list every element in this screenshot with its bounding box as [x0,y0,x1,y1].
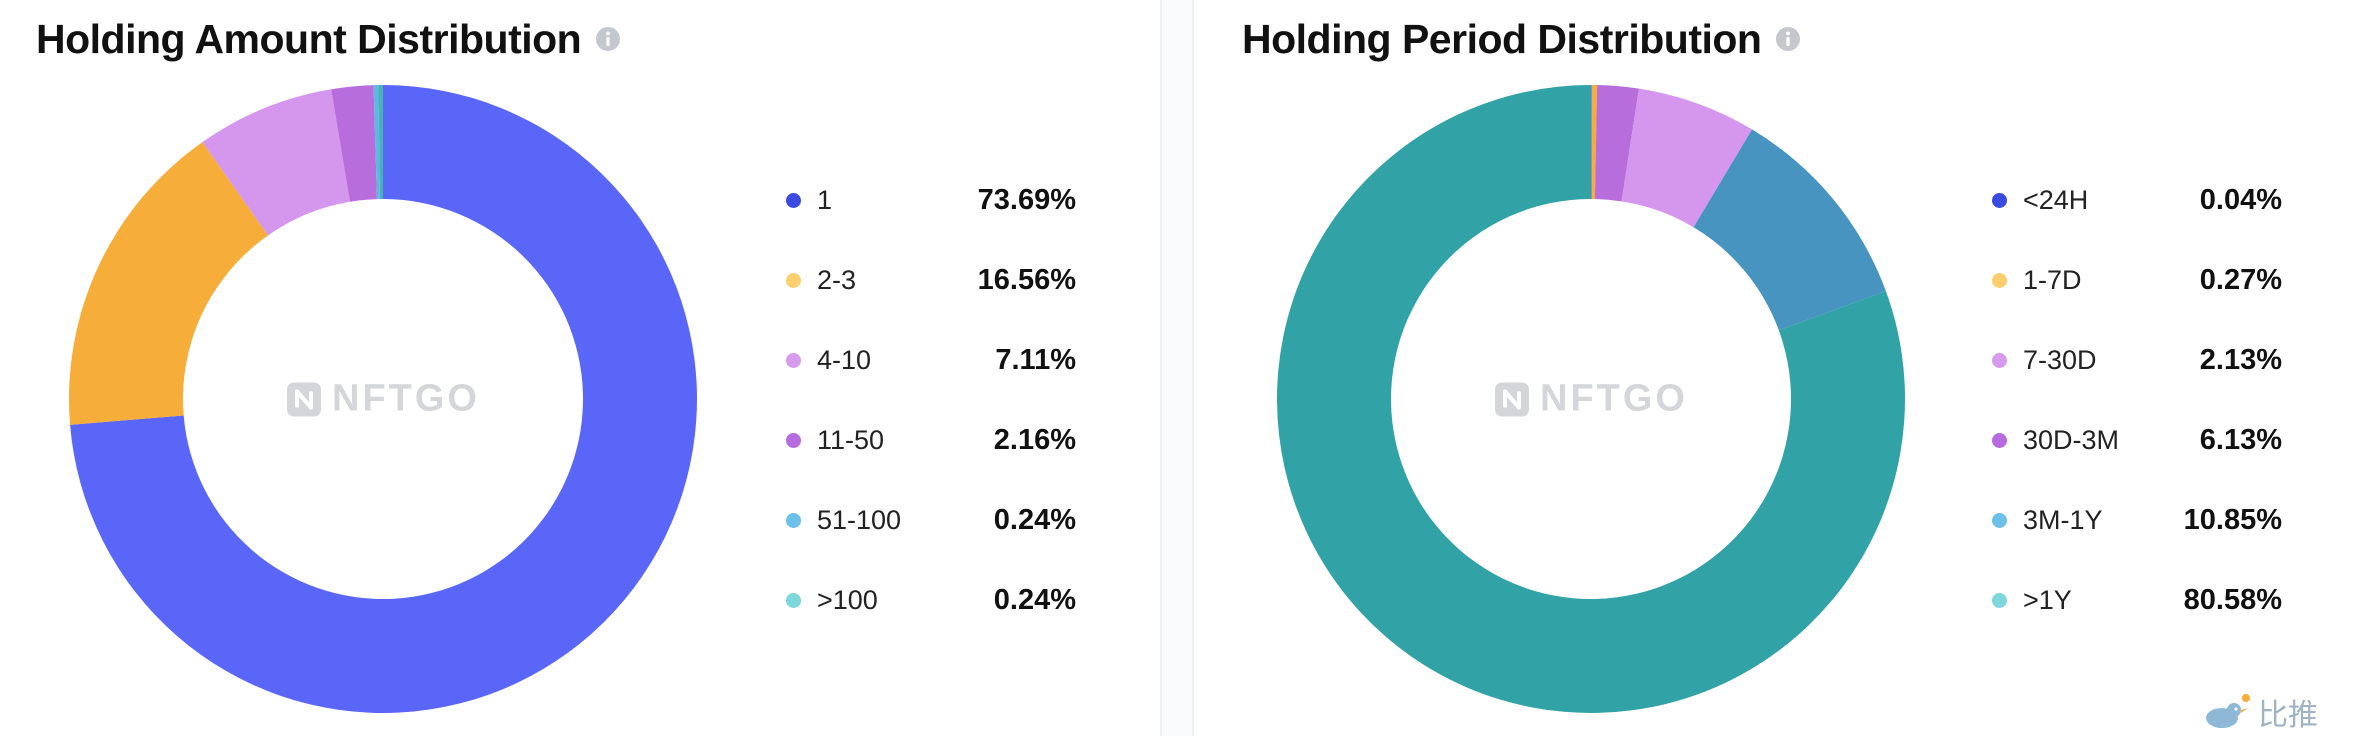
donut-slice--1y[interactable] [1277,85,1905,714]
holding-amount-legend: 1 73.69% 2-3 16.56% 4-10 7.11% 11-50 2.1… [786,160,1076,640]
holding-amount-title: Holding Amount Distribution [36,15,582,62]
legend-value: 0.24% [993,583,1076,616]
donut-slice-2-3[interactable] [69,142,268,425]
corner-watermark-text: 比推 [2258,698,2318,733]
legend-item[interactable]: <24H 0.04% [1992,160,2282,240]
info-icon[interactable] [595,26,621,52]
legend-label: >1Y [2023,584,2072,615]
legend-value: 16.56% [977,263,1076,296]
holding-period-title: Holding Period Distribution [1242,15,1762,62]
legend-label: 30D-3M [2023,424,2120,455]
legend-value: 10.85% [2183,503,2282,536]
holding-period-legend: <24H 0.04% 1-7D 0.27% 7-30D 2.13% 30D-3M… [1992,160,2282,640]
legend-item[interactable]: 1 73.69% [786,160,1076,240]
legend-swatch [1992,192,2007,208]
donut-slice--24h[interactable] [1591,85,1592,200]
holding-period-header: Holding Period Distribution [1242,12,1801,66]
donut-slice--100[interactable] [378,85,383,200]
legend-item[interactable]: 11-50 2.16% [786,400,1076,480]
legend-item[interactable]: 7-30D 2.13% [1992,320,2282,400]
legend-value: 0.24% [993,503,1076,536]
legend-item[interactable]: 30D-3M 6.13% [1992,400,2282,480]
info-icon[interactable] [1775,26,1801,52]
legend-value: 0.27% [2199,263,2282,296]
legend-swatch [1992,592,2007,608]
legend-value: 6.13% [2199,423,2282,456]
holding-period-donut-svg [1277,85,1905,714]
legend-swatch [1992,432,2007,448]
legend-swatch [786,592,801,608]
donut-slice-51-100[interactable] [373,85,380,200]
legend-label: 2-3 [817,264,857,295]
donut-slice-30d-3m[interactable] [1621,88,1753,228]
legend-item[interactable]: 3M-1Y 10.85% [1992,480,2282,560]
donut-slice-1-7d[interactable] [1591,85,1598,200]
legend-value: 80.58% [2183,583,2282,616]
legend-swatch [1992,512,2007,528]
legend-label: <24H [2023,184,2089,215]
legend-label: 4-10 [817,344,872,375]
legend-label: 51-100 [817,504,902,535]
legend-value: 73.69% [977,183,1076,216]
donut-slice-4-10[interactable] [202,89,350,236]
legend-label: >100 [817,584,878,615]
legend-item[interactable]: 4-10 7.11% [786,320,1076,400]
holding-period-panel: Holding Period Distribution NFTGO <24H 0… [1194,0,2354,736]
legend-swatch [1992,352,2007,368]
legend-swatch [786,352,801,368]
legend-value: 0.04% [2199,183,2282,216]
legend-item[interactable]: 2-3 16.56% [786,240,1076,320]
legend-swatch [786,192,801,208]
donut-slice-11-50[interactable] [331,85,377,202]
legend-label: 1 [817,184,833,215]
legend-value: 2.16% [993,423,1076,456]
holding-amount-panel: Holding Amount Distribution NFTGO 1 73.6… [0,0,1160,736]
donut-slice-7-30d[interactable] [1594,85,1639,202]
legend-label: 3M-1Y [2023,504,2103,535]
legend-swatch [1992,272,2007,288]
legend-value: 7.11% [995,343,1076,376]
legend-swatch [786,272,801,288]
donut-slice-1[interactable] [70,85,698,713]
legend-item[interactable]: >1Y 80.58% [1992,560,2282,640]
panel-divider [1160,0,1194,736]
legend-item[interactable]: >100 0.24% [786,560,1076,640]
holding-period-donut-chart: NFTGO [1276,84,1906,714]
bird-logo-icon [2206,694,2250,728]
legend-item[interactable]: 1-7D 0.27% [1992,240,2282,320]
holding-amount-header: Holding Amount Distribution [36,12,621,66]
legend-label: 11-50 [817,424,885,455]
legend-value: 2.13% [2199,343,2282,376]
legend-label: 1-7D [2023,264,2082,295]
holding-amount-donut-chart: NFTGO [68,84,698,714]
legend-label: 7-30D [2023,344,2097,375]
donut-slice-3m-1y[interactable] [1693,129,1886,331]
legend-swatch [786,512,801,528]
corner-watermark: 比推 [2198,690,2318,734]
legend-swatch [786,432,801,448]
legend-item[interactable]: 51-100 0.24% [786,480,1076,560]
holding-amount-donut-svg [69,85,698,713]
